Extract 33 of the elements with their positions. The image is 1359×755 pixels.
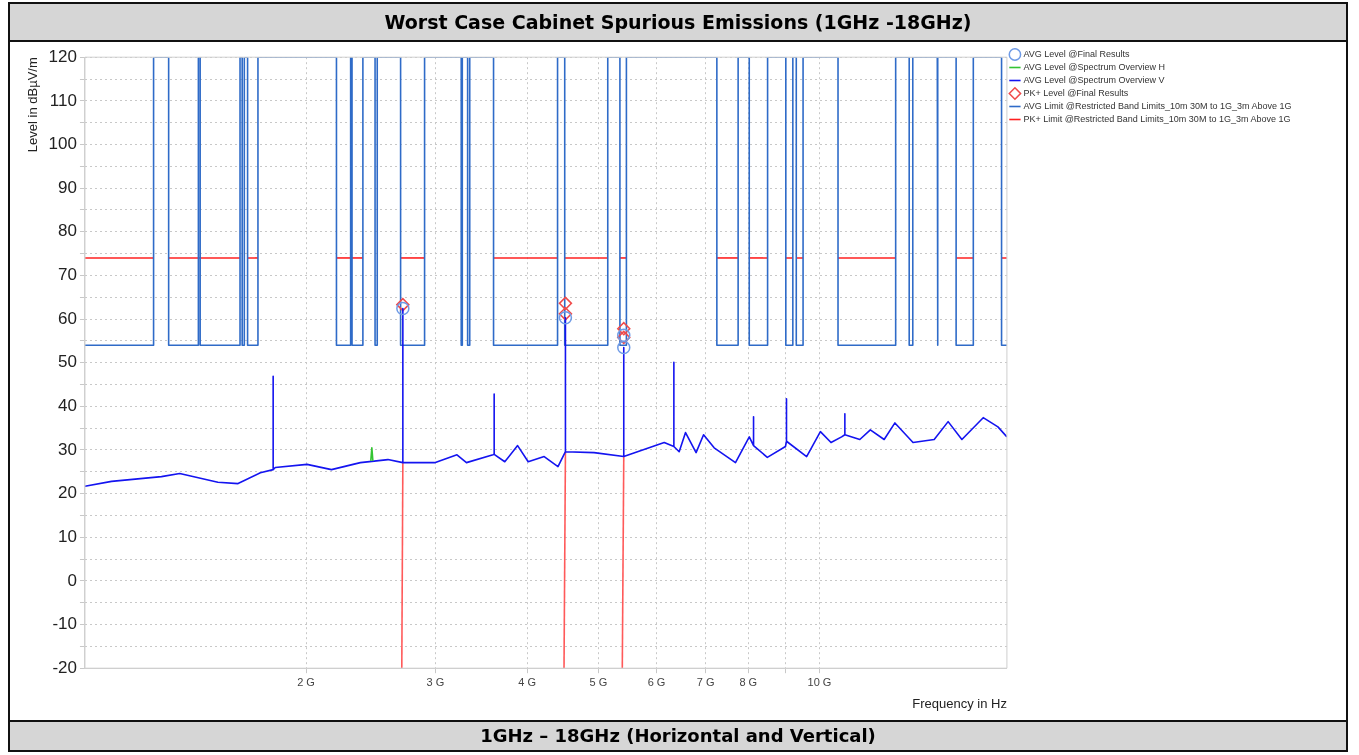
- legend-label: AVG Level @Final Results: [1023, 48, 1130, 59]
- y-tick-label: 0: [67, 570, 77, 590]
- x-tick-label: 7 G: [696, 675, 715, 688]
- y-tick-label: 40: [58, 396, 77, 416]
- x-tick-label: 6 G: [647, 675, 666, 688]
- y-tick-label: -10: [52, 614, 77, 634]
- y-tick-label: 90: [58, 177, 77, 197]
- x-tick-label: 5 G: [589, 675, 608, 688]
- legend-label: PK+ Level @Final Results: [1023, 87, 1129, 98]
- chart-title: Worst Case Cabinet Spurious Emissions (1GHz -18GHz): [10, 4, 1346, 42]
- y-tick-label: 30: [58, 439, 77, 459]
- x-tick-label: 10 G: [807, 675, 832, 688]
- y-tick-label: 100: [48, 134, 77, 154]
- x-axis-title: Frequency in Hz: [912, 695, 1007, 711]
- x-tick-label: 8 G: [739, 675, 758, 688]
- legend-label: AVG Limit @Restricted Band Limits_10m 30M to 1G_3m Above 1G: [1023, 100, 1292, 111]
- y-tick-label: 20: [58, 483, 77, 503]
- legend-label: AVG Level @Spectrum Overview H: [1023, 61, 1165, 72]
- legend-label: AVG Level @Spectrum Overview V: [1023, 74, 1165, 85]
- legend-label: PK+ Limit @Restricted Band Limits_10m 30M to 1G_3m Above 1G: [1023, 113, 1291, 124]
- y-axis-title: Level in dBµV/m: [25, 57, 41, 153]
- y-tick-label: 110: [49, 90, 77, 110]
- y-tick-label: 10: [58, 526, 77, 546]
- y-tick-label: 70: [58, 265, 77, 285]
- y-tick-label: 50: [58, 352, 77, 372]
- x-tick-label: 4 G: [518, 675, 537, 688]
- y-tick-label: 120: [48, 46, 77, 66]
- y-tick-label: 60: [58, 308, 77, 328]
- y-tick-label: -20: [52, 657, 77, 677]
- text: 1GHz – 18GHz (Horizontal and Vertical): [10, 720, 1346, 750]
- x-tick-label: 3 G: [426, 675, 445, 688]
- y-tick-label: 80: [58, 221, 77, 241]
- x-tick-label: 2 G: [297, 675, 315, 688]
